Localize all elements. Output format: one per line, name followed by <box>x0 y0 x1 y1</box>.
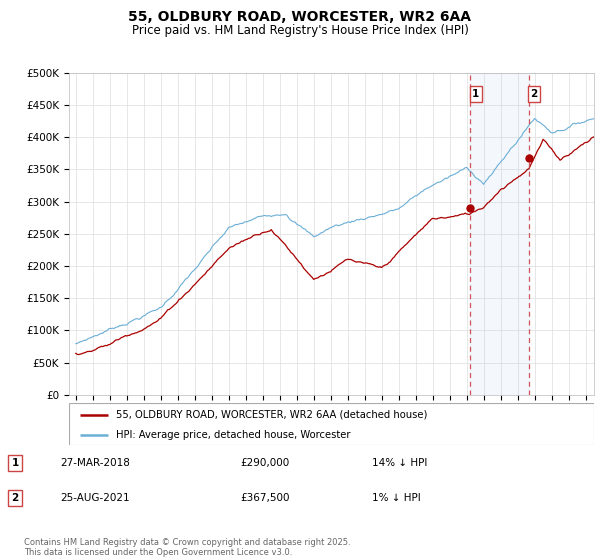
Text: Price paid vs. HM Land Registry's House Price Index (HPI): Price paid vs. HM Land Registry's House … <box>131 24 469 37</box>
Text: 1: 1 <box>472 89 479 99</box>
Text: 55, OLDBURY ROAD, WORCESTER, WR2 6AA: 55, OLDBURY ROAD, WORCESTER, WR2 6AA <box>128 10 472 24</box>
Text: 27-MAR-2018: 27-MAR-2018 <box>60 459 130 468</box>
Text: 55, OLDBURY ROAD, WORCESTER, WR2 6AA (detached house): 55, OLDBURY ROAD, WORCESTER, WR2 6AA (de… <box>116 410 428 420</box>
Text: 2: 2 <box>530 89 538 99</box>
Text: Contains HM Land Registry data © Crown copyright and database right 2025.
This d: Contains HM Land Registry data © Crown c… <box>24 538 350 557</box>
Text: £290,000: £290,000 <box>240 459 289 468</box>
Text: 1: 1 <box>11 459 19 468</box>
Text: 1% ↓ HPI: 1% ↓ HPI <box>372 493 421 503</box>
Bar <box>470 73 529 395</box>
Text: £367,500: £367,500 <box>240 493 290 503</box>
Text: 25-AUG-2021: 25-AUG-2021 <box>60 493 130 503</box>
Text: 2: 2 <box>11 493 19 503</box>
Text: 14% ↓ HPI: 14% ↓ HPI <box>372 459 427 468</box>
Text: HPI: Average price, detached house, Worcester: HPI: Average price, detached house, Worc… <box>116 430 351 440</box>
